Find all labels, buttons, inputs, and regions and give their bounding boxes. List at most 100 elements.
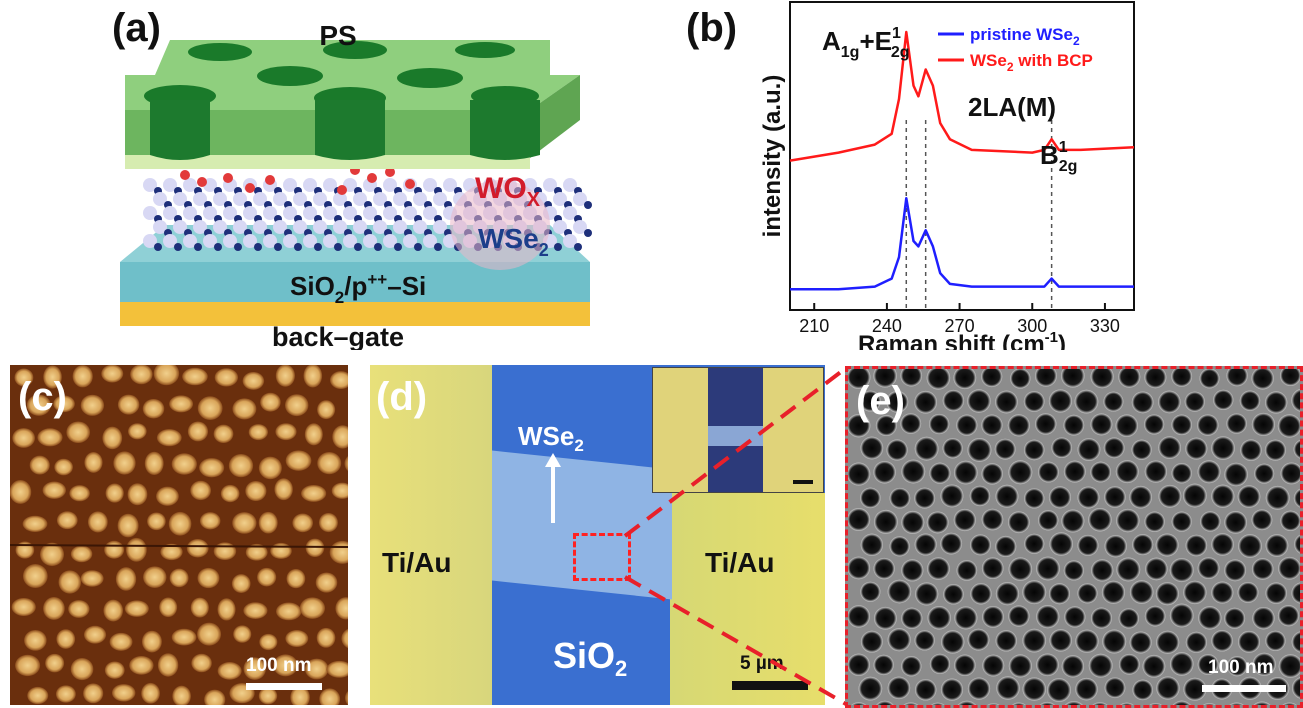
afm-domain bbox=[290, 686, 310, 705]
se-atom bbox=[574, 243, 582, 251]
w-atom bbox=[343, 206, 357, 220]
sem-pore bbox=[1142, 654, 1166, 678]
sem-pore bbox=[1171, 369, 1193, 387]
sem-pore bbox=[1211, 581, 1234, 604]
afm-domain bbox=[29, 455, 50, 475]
w-atom bbox=[563, 234, 577, 248]
sem-pore bbox=[887, 579, 912, 604]
sem-pore bbox=[1185, 534, 1208, 557]
w-atom bbox=[423, 178, 437, 192]
afm-domain bbox=[171, 453, 197, 475]
sem-pore bbox=[1048, 389, 1073, 413]
afm-domain bbox=[37, 428, 63, 447]
sem-pore bbox=[1224, 559, 1247, 582]
sem-pore bbox=[994, 438, 1016, 460]
w-atom bbox=[253, 192, 267, 206]
sem-pore bbox=[1265, 485, 1290, 510]
afm-domain bbox=[186, 539, 209, 558]
sem-pore bbox=[940, 532, 963, 555]
legend-entry: pristine WSe2 bbox=[970, 25, 1080, 48]
w-atom bbox=[423, 206, 437, 220]
sem-pore bbox=[1198, 606, 1222, 630]
sem-pore bbox=[1158, 390, 1181, 414]
w-atom bbox=[433, 192, 447, 206]
afm-domain bbox=[127, 483, 148, 506]
sem-pore bbox=[848, 462, 871, 486]
w-atom bbox=[203, 206, 217, 220]
sem-pore bbox=[1226, 369, 1248, 387]
arrow-shaft bbox=[551, 465, 555, 523]
optical-inset bbox=[652, 367, 824, 493]
w-atom bbox=[543, 178, 557, 192]
peak-label-2la: 2LA(M) bbox=[968, 92, 1056, 122]
sem-pore bbox=[1277, 605, 1300, 627]
afm-domain bbox=[128, 423, 147, 440]
w-atom bbox=[303, 178, 317, 192]
sem-pore bbox=[851, 702, 867, 705]
sem-pore bbox=[915, 582, 939, 606]
sem-pore bbox=[1291, 582, 1300, 604]
w-atom bbox=[363, 206, 377, 220]
device-schematic: PS WOX WSe2 SiO2/p++–Si back–gate bbox=[120, 20, 592, 350]
se-atom bbox=[554, 243, 562, 251]
afm-domain bbox=[285, 630, 309, 648]
sem-pore bbox=[1229, 702, 1244, 705]
sem-pore bbox=[1277, 414, 1300, 438]
sem-pore bbox=[953, 508, 976, 532]
w-atom bbox=[273, 192, 287, 206]
x-axis-label: Raman shift (cm-1) bbox=[858, 329, 1066, 350]
sem-pore bbox=[931, 702, 945, 705]
raman-chart: 210 240 270 300 330 pristine WSe2 WSe2 with BC… bbox=[759, 1, 1135, 350]
se-atom bbox=[154, 243, 162, 251]
sem-pore bbox=[1227, 656, 1248, 677]
afm-domain bbox=[169, 395, 194, 413]
afm-domain bbox=[191, 653, 212, 673]
afm-domain bbox=[301, 485, 327, 502]
panel-d-label: (d) bbox=[376, 375, 428, 419]
sem-pore bbox=[1048, 486, 1072, 509]
se-atom bbox=[354, 243, 362, 251]
sem-pore bbox=[1144, 414, 1165, 435]
sem-pore bbox=[1039, 701, 1055, 705]
sem-pore bbox=[1251, 509, 1273, 531]
sem-pore bbox=[981, 557, 1004, 580]
sem-pore bbox=[1282, 702, 1297, 705]
sem-pore bbox=[1022, 677, 1047, 701]
sem-pore bbox=[1118, 653, 1140, 675]
sem-pore bbox=[1047, 678, 1071, 703]
ps-pores bbox=[144, 41, 539, 109]
sem-pore bbox=[995, 582, 1020, 606]
sem-pore bbox=[1129, 485, 1152, 509]
sem-pore bbox=[1172, 700, 1191, 705]
sem-pore bbox=[1203, 703, 1216, 705]
afm-domain bbox=[275, 365, 295, 387]
sem-pore bbox=[1185, 631, 1207, 653]
sem-pore bbox=[1104, 486, 1126, 508]
sem-pore bbox=[1280, 510, 1300, 531]
se-atom bbox=[174, 243, 182, 251]
sem-pore bbox=[1293, 488, 1300, 508]
sem-pore bbox=[1149, 703, 1162, 705]
oxygen-atom bbox=[367, 173, 377, 183]
afm-domain bbox=[242, 371, 265, 390]
sem-pore bbox=[943, 583, 964, 605]
w-atom bbox=[563, 206, 577, 220]
afm-domain bbox=[43, 365, 62, 389]
sem-pore bbox=[873, 369, 897, 388]
series-line bbox=[790, 196, 1134, 291]
afm-domain bbox=[316, 627, 336, 648]
afm-domain bbox=[276, 602, 302, 621]
sem-pore bbox=[1224, 462, 1248, 487]
w-atom bbox=[403, 234, 417, 248]
afm-domain bbox=[15, 654, 41, 677]
sem-pore bbox=[889, 487, 911, 509]
w-atom bbox=[243, 234, 257, 248]
sem-pore bbox=[1211, 484, 1235, 508]
w-atom bbox=[183, 178, 197, 192]
sem-pore bbox=[1169, 558, 1194, 583]
afm-domain bbox=[341, 628, 348, 649]
w-atom bbox=[573, 192, 587, 206]
sem-pore bbox=[1036, 605, 1060, 629]
afm-domain bbox=[54, 458, 73, 476]
sem-pore bbox=[1132, 679, 1153, 701]
